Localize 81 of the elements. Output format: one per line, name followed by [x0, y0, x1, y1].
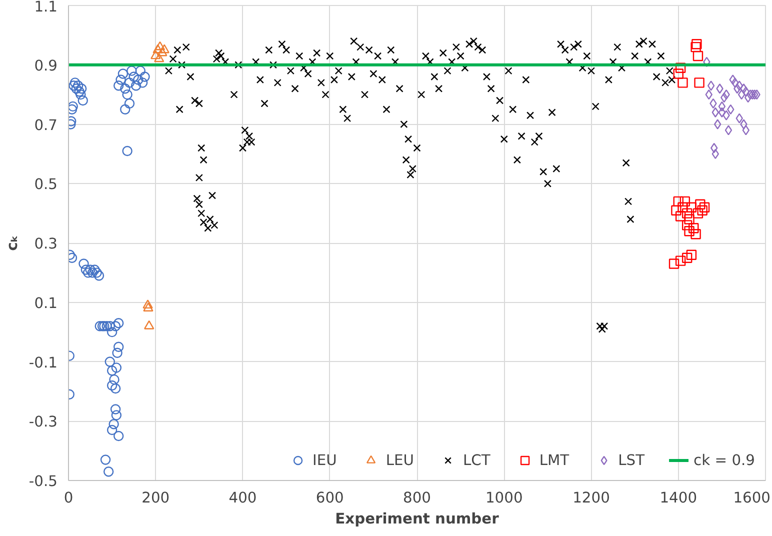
y-tick-label: 0.1 — [34, 294, 58, 312]
point — [142, 300, 153, 309]
point — [742, 125, 750, 136]
legend-label: LCT — [463, 452, 490, 468]
point — [718, 107, 726, 118]
point — [712, 107, 720, 118]
y-tick-label: 1.1 — [34, 0, 58, 16]
legend-label: ck = 0.9 — [694, 452, 755, 468]
point — [729, 74, 736, 85]
y-tick-label: 0.5 — [34, 176, 58, 194]
legend-label: LST — [618, 452, 645, 468]
point — [154, 41, 166, 50]
point — [740, 84, 748, 94]
point — [143, 302, 154, 312]
point — [675, 256, 686, 266]
point — [722, 110, 730, 120]
point — [692, 50, 704, 62]
point — [707, 80, 715, 91]
point — [159, 44, 170, 54]
point — [736, 80, 743, 91]
y-tick-label: 0.3 — [34, 236, 58, 252]
y-tick-label: 0.9 — [34, 57, 58, 74]
point — [688, 223, 699, 234]
point — [157, 47, 168, 56]
point — [684, 226, 694, 236]
x-tick-label: 400 — [228, 490, 257, 506]
point — [724, 125, 732, 136]
x-tick-label: 0 — [64, 490, 74, 506]
point — [678, 78, 688, 88]
legend-label: LEU — [386, 452, 414, 468]
point — [144, 320, 154, 330]
point — [673, 196, 684, 207]
point — [712, 148, 720, 160]
point — [736, 113, 743, 124]
point — [710, 142, 718, 154]
legend-label: IEU — [312, 452, 337, 468]
x-tick-label: 1000 — [485, 490, 523, 506]
point — [682, 208, 692, 218]
point — [675, 211, 686, 222]
point — [718, 101, 726, 112]
point — [697, 205, 708, 216]
point — [675, 62, 686, 73]
point — [714, 119, 722, 130]
point — [738, 89, 746, 100]
x-tick-label: 1200 — [572, 490, 610, 506]
point — [694, 78, 704, 88]
point — [668, 258, 680, 269]
x-axis-title: Experiment number — [335, 510, 500, 528]
point — [682, 220, 692, 230]
point — [673, 68, 684, 79]
x-tick-label: 800 — [403, 490, 431, 506]
point — [671, 205, 682, 216]
y-axis-title: cₖ — [4, 235, 21, 251]
legend-label: LMT — [539, 452, 570, 468]
y-tick-label: 0.7 — [34, 116, 58, 134]
point — [154, 53, 164, 62]
point — [695, 199, 706, 210]
point — [740, 119, 748, 130]
point — [692, 38, 702, 50]
point — [690, 42, 701, 52]
point — [731, 78, 739, 88]
point — [690, 228, 701, 240]
point — [744, 92, 752, 103]
point — [734, 84, 741, 94]
x-tick-label: 1400 — [660, 490, 698, 506]
y-tick-label: -0.3 — [28, 414, 58, 431]
point — [699, 202, 710, 212]
point — [686, 202, 697, 212]
point — [680, 196, 690, 207]
point — [692, 208, 704, 218]
point — [686, 250, 697, 260]
y-tick-label: -0.5 — [28, 473, 58, 490]
point — [152, 44, 163, 54]
point — [682, 252, 692, 263]
point — [150, 50, 161, 60]
x-tick-label: 200 — [142, 490, 170, 506]
x-tick-label: 600 — [316, 490, 344, 506]
point — [748, 89, 756, 100]
point — [716, 84, 724, 94]
y-tick-label: -0.1 — [28, 354, 58, 372]
x-tick-label: 1600 — [733, 490, 771, 506]
